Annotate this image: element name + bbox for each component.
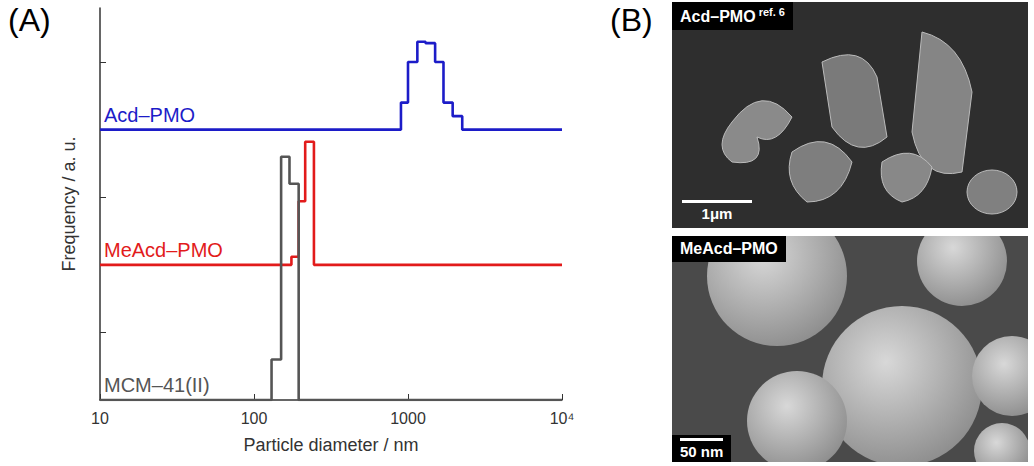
html-text:1μm: 1μm bbox=[701, 205, 733, 222]
svg-text:MeAcd–PMO: MeAcd–PMO bbox=[104, 239, 223, 261]
html-text:MeAcd–PMO: MeAcd–PMO bbox=[680, 240, 778, 257]
svg-text:10: 10 bbox=[91, 410, 109, 427]
svg-text:Frequency / a. u.: Frequency / a. u. bbox=[59, 136, 79, 271]
svg-text:MCM–41(II): MCM–41(II) bbox=[104, 374, 210, 396]
svg-text:10⁴: 10⁴ bbox=[550, 410, 575, 427]
html-text:50 nm: 50 nm bbox=[680, 443, 724, 460]
html-text:(B): (B) bbox=[610, 2, 653, 38]
svg-text:Acd–PMO: Acd–PMO bbox=[104, 104, 195, 126]
html-text:(A): (A) bbox=[8, 2, 51, 38]
html-text:Acd–PMOref. 6: Acd–PMOref. 6 bbox=[680, 6, 785, 26]
svg-text:1000: 1000 bbox=[390, 410, 426, 427]
svg-text:Particle diameter / nm: Particle diameter / nm bbox=[243, 435, 418, 455]
svg-text:100: 100 bbox=[241, 410, 268, 427]
